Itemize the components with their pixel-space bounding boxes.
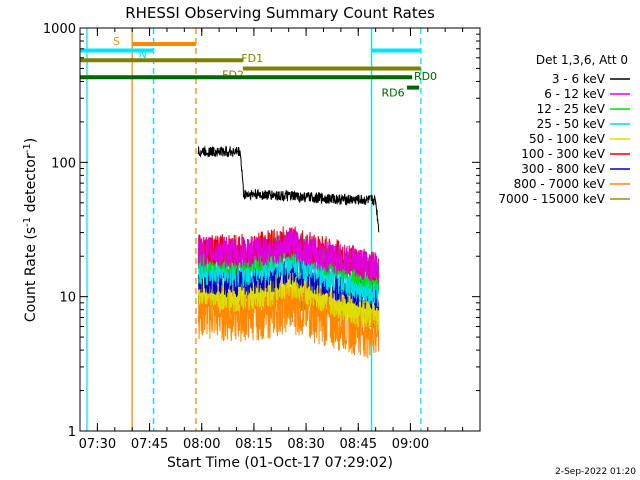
x-tick-label: 08:00 (183, 437, 220, 452)
legend-entry-label: 300 - 800 keV (521, 162, 605, 176)
x-axis-label: Start Time (01-Oct-17 07:29:02) (167, 455, 393, 471)
legend-entry-label: 7000 - 15000 keV (498, 192, 605, 206)
y-tick-label: 10 (59, 291, 76, 306)
y-axis-ticks: 1 10 100 1000 (43, 22, 480, 440)
chart-title: RHESSI Observing Summary Count Rates (125, 4, 435, 22)
y-label-part-3: ) (23, 138, 39, 143)
annotation-label-n: N (138, 48, 146, 61)
x-tick-label: 07:45 (131, 437, 168, 452)
series-line-1 (197, 227, 380, 285)
x-tick-label: 07:30 (79, 437, 116, 452)
y-tick-label: 100 (51, 156, 76, 171)
y-label-exp-1: -1 (22, 217, 33, 227)
legend-title: Det 1,3,6, Att 0 (536, 53, 628, 67)
annotation-label-rd0: RD0 (414, 70, 437, 83)
vertical-markers (86, 28, 422, 431)
legend-entry-label: 100 - 300 keV (521, 147, 605, 161)
series-line-0 (197, 145, 380, 233)
series-line-4 (197, 266, 380, 331)
y-label-part-1: Count Rate (s (23, 227, 39, 322)
y-label-part-2: detector (23, 153, 39, 217)
legend-entry-label: 50 - 100 keV (529, 132, 606, 146)
legend-entry-label: 6 - 12 keV (544, 87, 606, 101)
plot-frame (79, 27, 481, 432)
x-tick-label: 08:30 (287, 437, 324, 452)
annotation-label-s: S (113, 35, 120, 48)
plot-area: S N FD1 FD2 RD0 RD6 (79, 27, 481, 432)
x-axis-ticks: 07:30 07:45 08:00 08:15 08:30 08:45 09:00 (79, 28, 481, 452)
x-tick-label: 09:00 (392, 437, 429, 452)
series-lines (197, 145, 380, 359)
annotation-label-fd2: FD2 (222, 69, 244, 82)
annotation-bars: S N FD1 FD2 RD0 RD6 (80, 35, 437, 100)
series-line-3 (197, 243, 380, 307)
legend-entry-label: 3 - 6 keV (552, 72, 606, 86)
x-tick-label: 08:15 (235, 437, 272, 452)
y-tick-label: 1000 (43, 22, 76, 37)
legend-entry-label: 800 - 7000 keV (514, 177, 606, 191)
annotation-label-fd1: FD1 (241, 52, 263, 65)
legend-entry-label: 25 - 50 keV (537, 117, 606, 131)
x-tick-label: 08:45 (340, 437, 377, 452)
legend-entry-label: 12 - 25 keV (537, 102, 606, 116)
y-tick-label: 1 (68, 425, 76, 440)
y-axis-label: Count Rate (s-1 detector-1) (22, 138, 40, 322)
annotation-label-rd6: RD6 (381, 87, 404, 100)
footer-timestamp: 2-Sep-2022 01:20 (555, 467, 636, 477)
y-label-exp-2: -1 (22, 143, 33, 153)
